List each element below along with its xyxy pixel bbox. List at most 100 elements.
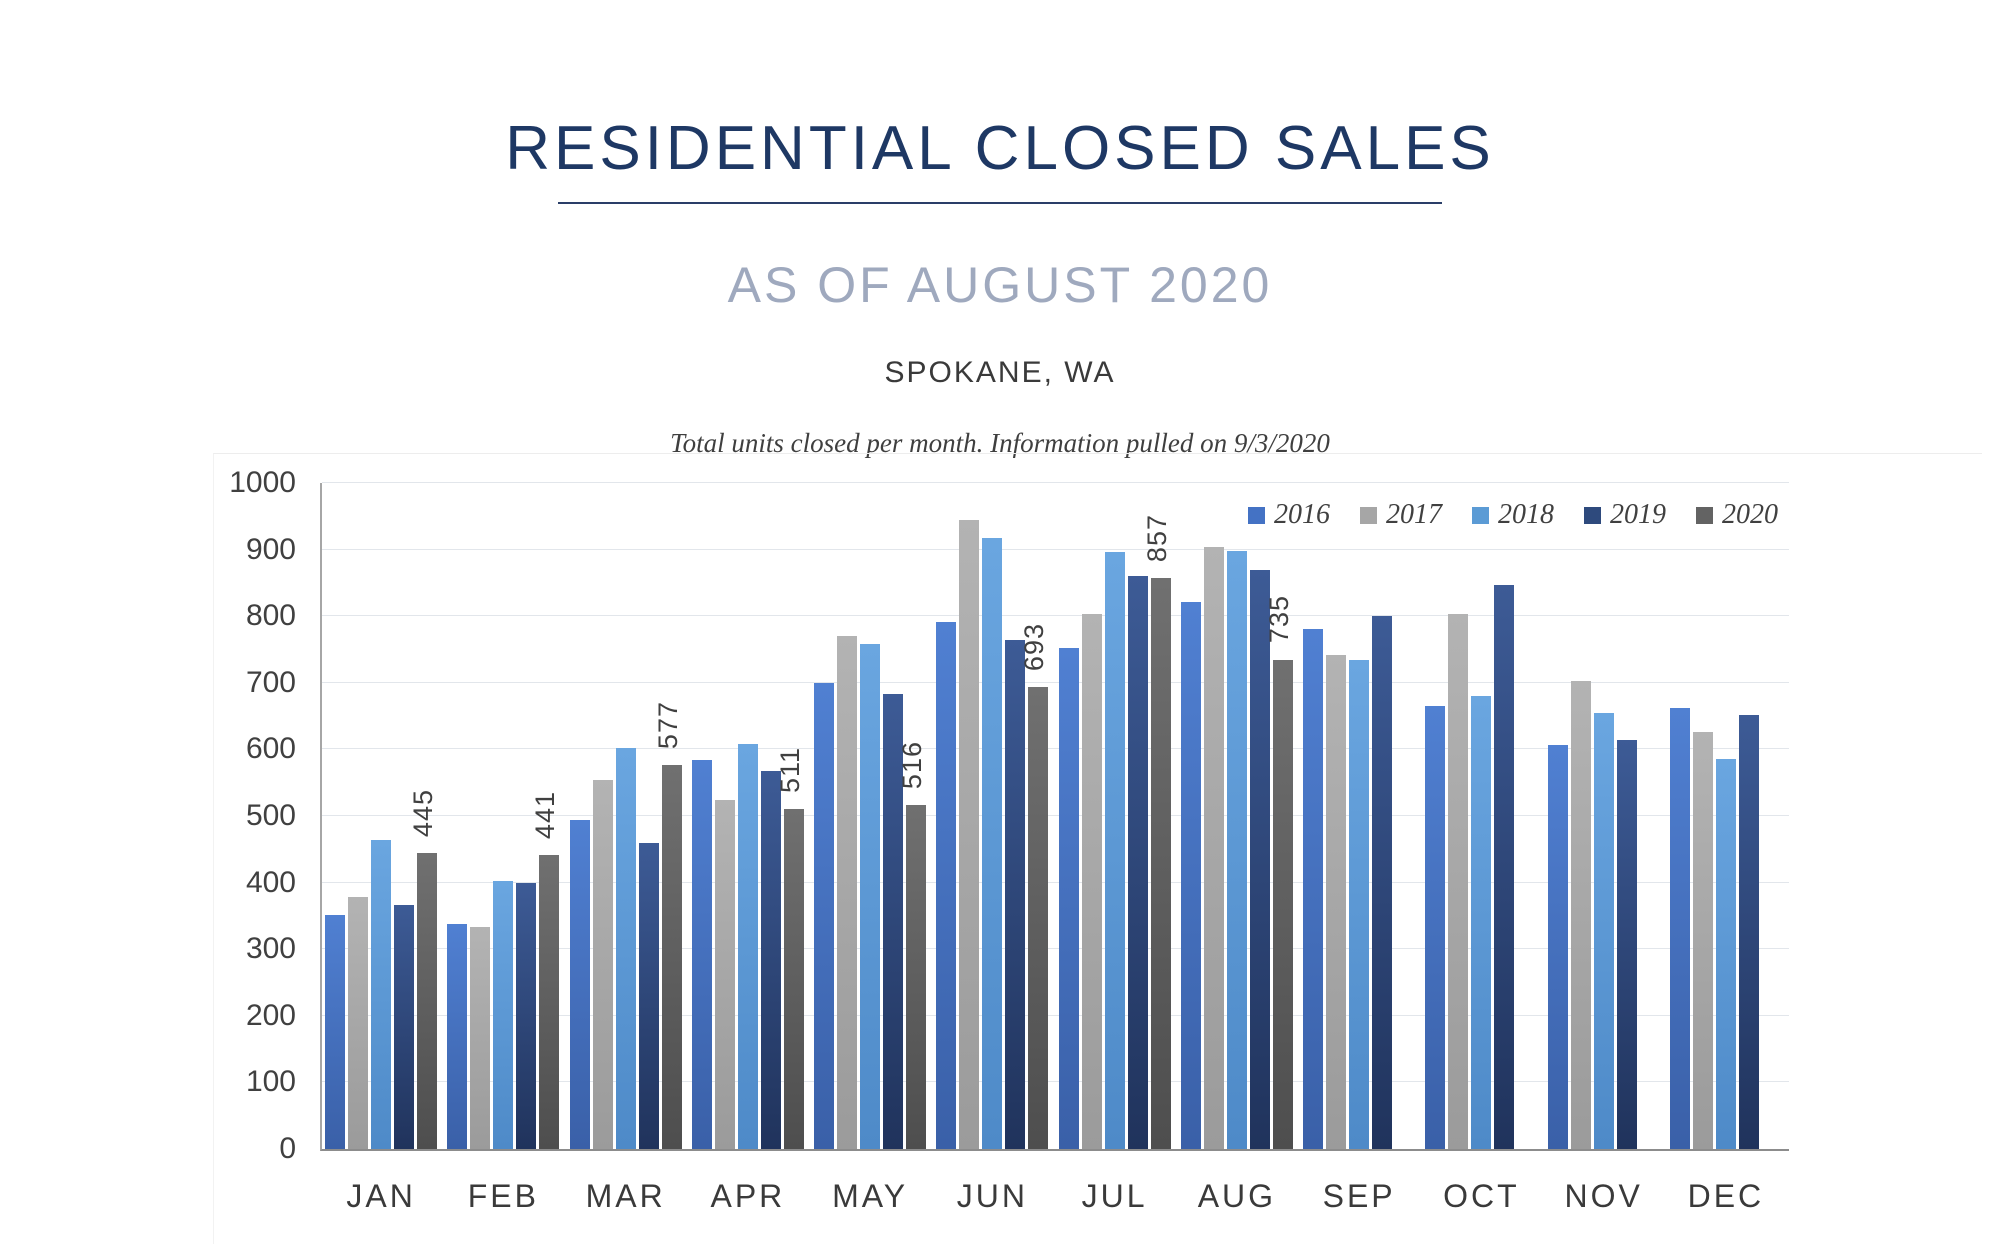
slot-2020-jun: 693 <box>1019 483 1049 1149</box>
slot-2016-jan <box>325 483 346 1149</box>
bar-2019-jul <box>1127 575 1148 1149</box>
bar-2016-may <box>814 682 835 1149</box>
slot-2020-nov <box>1640 483 1660 1149</box>
location-label: SPOKANE, WA <box>884 356 1116 389</box>
bar-2016-jun <box>936 621 957 1149</box>
x-axis-labels: JAN FEB MAR APR MAY JUN JUL AUG SEP OCT NOV DEC <box>320 1178 1787 1215</box>
bar-2016-apr <box>691 760 712 1149</box>
slot-2018-aug <box>1226 483 1247 1149</box>
bar-2017-mar <box>592 780 613 1149</box>
gridline-100 <box>322 1081 1789 1083</box>
data-label-2020-jul: 857 <box>1141 514 1172 563</box>
bar-2020-may <box>906 805 927 1149</box>
slot-2020-jan: 445 <box>408 483 438 1149</box>
y-tick-200: 200 <box>245 998 296 1032</box>
bar-2017-feb <box>470 927 491 1149</box>
bar-group-jan: 445 <box>320 483 442 1149</box>
slot-2017-mar <box>592 483 613 1149</box>
bar-2018-may <box>860 644 881 1149</box>
bar-2017-apr <box>714 800 735 1149</box>
bar-2020-jul <box>1150 578 1171 1149</box>
bar-2019-may <box>883 694 904 1149</box>
bar-2016-dec <box>1669 708 1690 1149</box>
data-label-2020-jun: 693 <box>1019 623 1050 672</box>
bar-2019-jun <box>1005 640 1026 1149</box>
bar-2016-feb <box>447 923 468 1149</box>
legend-label-2016: 2016 <box>1274 499 1330 530</box>
slot-2019-dec <box>1738 483 1759 1149</box>
bar-2016-sep <box>1303 628 1324 1149</box>
slot-2019-aug <box>1249 483 1270 1149</box>
plot-area <box>320 482 1789 1151</box>
bar-2019-dec <box>1738 714 1759 1149</box>
bar-group-may: 516 <box>809 483 931 1149</box>
bar-groups: 445 441 577 511 516 693 857 735 <box>320 483 1787 1149</box>
gridline-800 <box>322 615 1789 617</box>
bar-2019-feb <box>516 883 537 1149</box>
slot-2017-apr <box>714 483 735 1149</box>
chart-legend: 2016 2017 2018 2019 2020 <box>1248 501 1778 529</box>
slot-2018-jul <box>1104 483 1125 1149</box>
slot-2016-aug <box>1180 483 1201 1149</box>
gridline-300 <box>322 948 1789 950</box>
bar-2019-mar <box>638 843 659 1149</box>
slot-2016-jul <box>1058 483 1079 1149</box>
bar-2018-jul <box>1104 551 1125 1149</box>
x-tick-nov: NOV <box>1564 1178 1643 1214</box>
gridline-500 <box>322 815 1789 816</box>
bar-2019-oct <box>1494 584 1515 1149</box>
bar-group-sep <box>1298 483 1420 1149</box>
bar-group-feb: 441 <box>442 483 564 1149</box>
source-note: Total units closed per month. Informatio… <box>670 428 1330 458</box>
bar-2018-jun <box>982 537 1003 1149</box>
bar-2020-feb <box>539 855 560 1149</box>
slot-2017-aug <box>1203 483 1224 1149</box>
slot-2016-may <box>814 483 835 1149</box>
x-tick-feb: FEB <box>467 1178 539 1214</box>
legend-item-2018: 2018 <box>1472 501 1554 529</box>
x-tick-may: MAY <box>832 1178 909 1214</box>
legend-item-2019: 2019 <box>1584 501 1666 529</box>
bar-2019-nov <box>1616 740 1637 1149</box>
bar-group-mar: 577 <box>565 483 687 1149</box>
slot-2018-jan <box>371 483 392 1149</box>
y-axis-labels: 0 100 200 300 400 500 600 700 800 900 1000 <box>140 468 296 1164</box>
x-tick-jan: JAN <box>346 1178 416 1214</box>
x-tick-jun: JUN <box>956 1178 1028 1214</box>
bar-group-nov <box>1543 483 1665 1149</box>
bar-2018-nov <box>1593 713 1614 1149</box>
y-tick-1000: 1000 <box>229 466 296 499</box>
slot-2020-oct <box>1517 483 1537 1149</box>
slot-2019-jan <box>394 483 415 1149</box>
slot-2019-feb <box>516 483 537 1149</box>
legend-item-2017: 2017 <box>1360 501 1442 529</box>
bar-2017-oct <box>1448 614 1469 1149</box>
slot-2020-jul: 857 <box>1142 483 1172 1149</box>
y-tick-600: 600 <box>245 732 296 766</box>
bar-group-dec <box>1665 483 1787 1149</box>
bar-2017-may <box>837 636 858 1149</box>
slot-2018-apr <box>737 483 758 1149</box>
slot-2020-aug: 735 <box>1264 483 1294 1149</box>
bar-2018-mar <box>615 748 636 1149</box>
report-header: RESIDENTIAL CLOSED SALES AS OF AUGUST 20… <box>0 0 2000 457</box>
bar-2019-sep <box>1372 616 1393 1149</box>
bar-group-aug: 735 <box>1176 483 1298 1149</box>
legend-swatch-2016 <box>1248 506 1265 524</box>
gridline-400 <box>322 881 1789 883</box>
x-tick-jul: JUL <box>1081 1178 1148 1214</box>
bar-2017-jul <box>1081 614 1102 1149</box>
slot-2017-jun <box>959 483 980 1149</box>
bar-2016-oct <box>1425 706 1446 1149</box>
slot-2016-nov <box>1547 483 1568 1149</box>
data-label-2020-feb: 441 <box>530 791 561 840</box>
slot-2018-dec <box>1715 483 1736 1149</box>
slot-2017-feb <box>470 483 491 1149</box>
legend-swatch-2018 <box>1472 506 1489 524</box>
bar-2017-jun <box>959 520 980 1149</box>
legend-swatch-2019 <box>1584 506 1601 524</box>
chart-frame <box>213 453 1982 1244</box>
slot-2016-oct <box>1425 483 1446 1149</box>
x-tick-apr: APR <box>710 1178 786 1214</box>
slot-2016-sep <box>1303 483 1324 1149</box>
